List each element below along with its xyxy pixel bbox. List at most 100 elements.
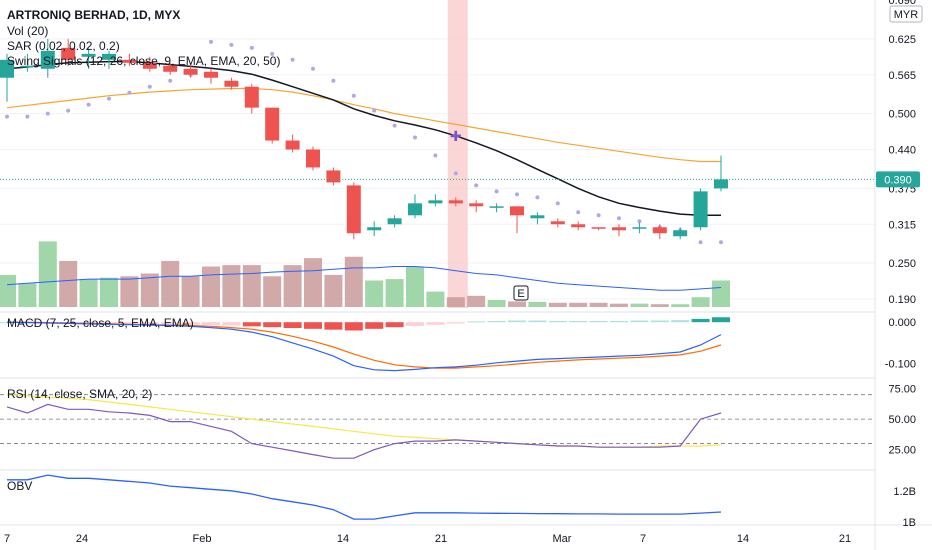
volume-bar <box>508 301 526 307</box>
macd-histogram-bar <box>242 322 261 327</box>
candles[interactable]: ✚ <box>0 38 728 240</box>
sar-dot <box>229 42 234 47</box>
rsi-line <box>6 403 722 459</box>
sar-dot <box>372 108 377 113</box>
currency-label: MYR <box>894 9 919 21</box>
time-tick: Mar <box>553 533 572 545</box>
macd-histogram-bar <box>161 322 180 325</box>
macd-tick: -0.100 <box>885 359 916 371</box>
price-tick: 0.500 <box>888 109 916 121</box>
candle <box>428 194 443 207</box>
sar-dot <box>413 135 417 140</box>
volume-bar <box>0 274 16 307</box>
macd-histogram-bar <box>344 322 363 331</box>
obv-line <box>7 474 722 520</box>
sar-dot <box>433 153 438 158</box>
candle-body <box>428 200 443 204</box>
candle <box>591 227 606 231</box>
candle <box>387 215 402 228</box>
macd-histogram-bar <box>202 322 220 326</box>
macd-histogram-bar <box>712 317 730 323</box>
sar-dot <box>494 189 499 194</box>
candle-body <box>142 62 157 69</box>
volume-bar <box>222 265 241 307</box>
macd-histogram-bar <box>263 322 282 328</box>
time-tick: 14 <box>337 533 349 545</box>
candle <box>408 194 422 219</box>
candle <box>224 77 239 90</box>
candle <box>714 155 728 192</box>
volume-indicator-label[interactable]: Vol (20) <box>7 24 48 38</box>
sar-dots <box>5 39 723 245</box>
candle-body <box>530 215 545 219</box>
candle <box>367 221 382 237</box>
macd-histogram-bar <box>426 322 445 325</box>
candle-body <box>61 47 76 60</box>
candle-body <box>387 218 402 225</box>
candle <box>81 47 96 69</box>
candle <box>550 218 565 228</box>
volume-bar <box>18 283 37 307</box>
price-tick: 0.565 <box>888 70 916 82</box>
sar-dot <box>474 183 479 188</box>
macd-histogram-bar <box>283 322 302 328</box>
macd-histogram-bar <box>508 320 526 323</box>
candle <box>673 227 688 240</box>
price-axis[interactable]: 0.6900.6250.5650.5000.4400.3750.3150.250… <box>885 0 916 529</box>
volume-bar <box>263 276 282 307</box>
volume-bar <box>589 302 608 307</box>
sar-dot <box>576 210 581 215</box>
volume-bar <box>630 303 649 307</box>
volume-bars <box>0 241 730 307</box>
candle-body <box>469 203 484 207</box>
candle <box>61 38 76 66</box>
candle-body <box>40 50 55 69</box>
candle <box>530 212 545 225</box>
obv-pane-title[interactable]: OBV <box>7 479 32 493</box>
macd-histogram-bar <box>650 320 669 323</box>
currency-badge[interactable] <box>889 5 923 23</box>
candle <box>183 62 198 78</box>
volume-bar <box>161 260 180 307</box>
macd-pane-title[interactable]: MACD (7, 25, close, 5, EMA, EMA) <box>7 316 194 330</box>
candle-body <box>693 191 708 228</box>
time-tick: 24 <box>76 533 88 545</box>
earnings-event-marker[interactable] <box>513 285 529 301</box>
volume-bar <box>38 241 57 307</box>
macd-tick: 0.000 <box>888 317 916 329</box>
sar-dot <box>453 171 458 176</box>
sar-dot <box>392 123 397 128</box>
candle <box>265 107 280 144</box>
volume-bar <box>650 304 669 307</box>
volume-bar <box>181 276 200 307</box>
volume-bar <box>100 277 118 307</box>
ema-slow-line <box>6 87 721 163</box>
candle-body <box>204 71 218 78</box>
sar-dot <box>637 219 642 224</box>
macd-line <box>6 321 722 372</box>
volume-bar <box>324 274 343 307</box>
price-tick: 0.625 <box>888 34 916 46</box>
candle <box>306 146 320 171</box>
sar-dot <box>209 39 213 44</box>
volume-bar <box>79 279 98 307</box>
swing-signals-indicator-label[interactable]: Swing Signals (12, 26, close, 9, EMA, EM… <box>7 54 280 68</box>
sar-indicator-label[interactable]: SAR (0.02, 0.02, 0.2) <box>7 39 120 53</box>
candle <box>693 188 708 231</box>
macd-histogram-bar <box>487 320 506 323</box>
rsi-pane-title[interactable]: RSI (14, close, SMA, 20, 2) <box>7 387 152 401</box>
time-axis[interactable]: 7 24 Feb 14 21 Mar 7 14 21 <box>4 533 851 545</box>
rsi-tick: 50.00 <box>888 414 916 426</box>
volume-bar <box>202 266 220 307</box>
candle <box>448 197 463 207</box>
volume-bar <box>569 302 588 307</box>
sar-dot <box>127 90 132 95</box>
price-tick: 0.190 <box>888 294 916 306</box>
sar-dot <box>270 51 275 56</box>
sar-dot <box>535 195 540 200</box>
candle-body <box>367 227 382 231</box>
rsi-pane <box>0 394 875 459</box>
macd-histogram-bar <box>548 320 567 323</box>
volume-bar <box>242 265 261 307</box>
